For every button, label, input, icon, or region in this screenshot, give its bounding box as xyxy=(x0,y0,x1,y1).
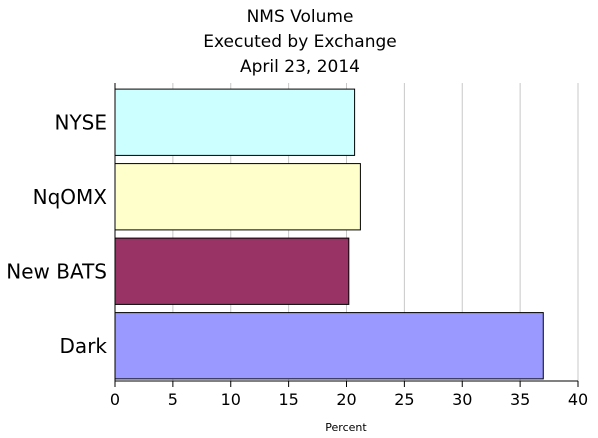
x-tick-label: 10 xyxy=(221,390,241,409)
x-tick-label: 0 xyxy=(110,390,120,409)
chart-title: NMS Volume Executed by Exchange April 23… xyxy=(203,7,397,77)
x-tick-label: 40 xyxy=(568,390,588,409)
bar-nyse xyxy=(114,88,356,156)
x-tick-label: 20 xyxy=(336,390,356,409)
bar-new-bats xyxy=(114,237,350,305)
x-axis-label: Percent xyxy=(325,421,367,434)
category-label: NYSE xyxy=(54,110,107,134)
category-label: Dark xyxy=(60,334,108,358)
x-tick-label: 15 xyxy=(278,390,298,409)
x-tick-label: 35 xyxy=(510,390,530,409)
x-axis: 0 5 10 15 20 25 30 35 40 xyxy=(110,83,588,409)
x-tick-label: 30 xyxy=(452,390,472,409)
title-line-3: April 23, 2014 xyxy=(240,57,360,77)
category-label: New BATS xyxy=(6,259,107,283)
bars xyxy=(114,88,544,380)
x-tick-label: 25 xyxy=(394,390,414,409)
title-line-1: NMS Volume xyxy=(247,7,354,27)
bar-dark xyxy=(114,312,544,380)
title-line-2: Executed by Exchange xyxy=(203,32,397,52)
category-label: NqOMX xyxy=(33,185,108,209)
x-tick-label: 5 xyxy=(168,390,178,409)
category-labels: NYSE NqOMX New BATS Dark xyxy=(6,110,107,358)
bar-nqomx xyxy=(114,163,361,231)
